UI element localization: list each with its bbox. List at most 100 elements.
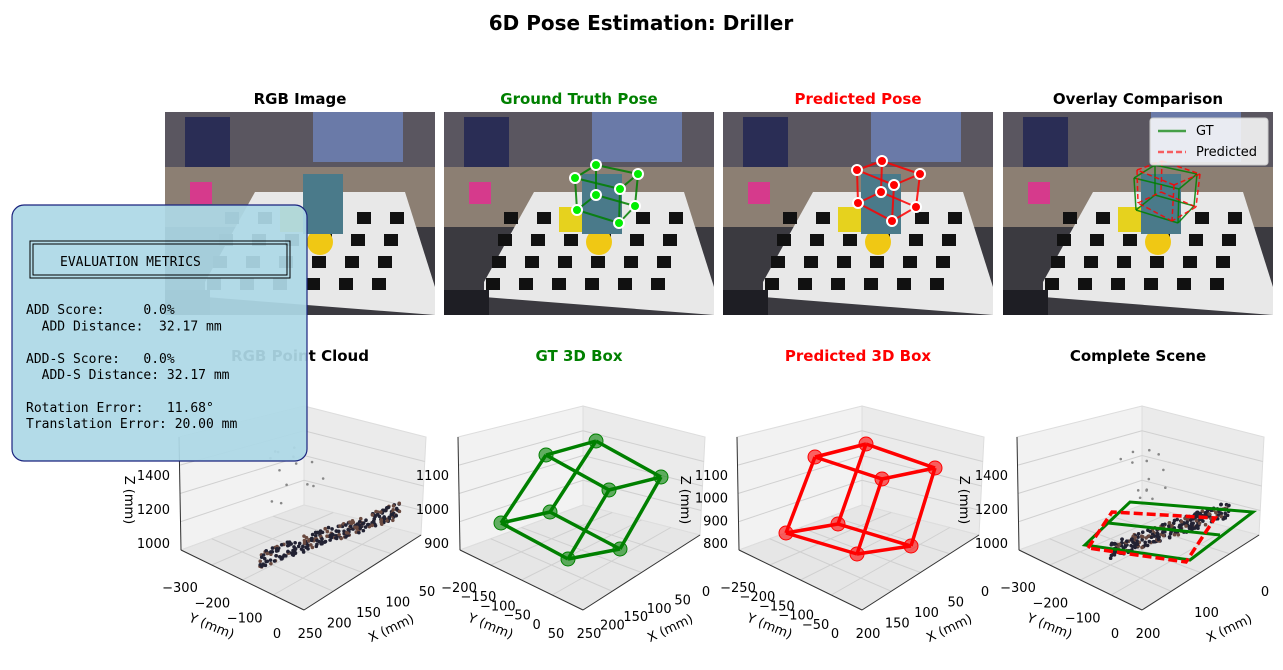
cloud-point (1133, 545, 1137, 550)
marker (1117, 256, 1131, 268)
x-tick-label: 250 (298, 627, 323, 642)
cloud-point (1161, 533, 1166, 538)
marker (537, 212, 551, 224)
y-tick-label: −150 (461, 590, 497, 605)
overlay-pred-edge (1136, 169, 1175, 186)
cloud-point (1110, 541, 1114, 546)
marker (636, 212, 650, 224)
cloud-point (270, 546, 275, 550)
y-tick-label: −200 (441, 581, 477, 596)
gt-3d-edge (500, 510, 551, 525)
marker (519, 278, 533, 290)
pred-3d-vertex (858, 436, 874, 452)
x-tick-label: 0 (1261, 585, 1269, 600)
cloud-point (1175, 517, 1179, 522)
cloud-point (286, 549, 290, 554)
cloud-point (382, 516, 387, 521)
cloud-point (274, 553, 278, 558)
grid-line (1141, 479, 1261, 511)
pred-3d-edge (856, 544, 912, 556)
cloud-point (1140, 530, 1145, 535)
marker (1150, 256, 1164, 268)
axis-line (861, 534, 980, 611)
cloud-point (264, 549, 269, 553)
dark-bottom (1003, 290, 1048, 315)
overlay-gt-edge (1133, 164, 1156, 179)
cloud-point (259, 564, 264, 568)
pred-3d-edge (865, 442, 936, 470)
pred-3d-vertex (830, 516, 846, 532)
x-tick-label: 200 (1136, 627, 1161, 642)
cloud-point (1164, 486, 1167, 490)
cloud-point (299, 547, 304, 551)
gt-keypoint (614, 183, 626, 195)
cloud-point (375, 510, 380, 514)
overlay-gt-edge (1193, 173, 1198, 207)
cloud-point (279, 501, 283, 505)
overlay-pred-edge (1160, 160, 1163, 193)
marker (837, 256, 851, 268)
gt-keypoint (590, 159, 602, 171)
panel-title: Predicted Pose (794, 90, 921, 108)
marker (771, 256, 785, 268)
cloud-point (358, 523, 362, 528)
plot-title: GT 3D Box (535, 347, 622, 365)
pred-box-edge (857, 202, 893, 222)
cloud-point (328, 533, 333, 538)
pred-box-edge (891, 184, 895, 222)
cloud-point (264, 559, 269, 564)
cloud-point (377, 514, 382, 519)
marker (1084, 256, 1098, 268)
cloud-point (323, 526, 328, 531)
cloud-point (1185, 520, 1189, 524)
marker (1177, 278, 1191, 290)
pred-3d-edge (836, 443, 868, 525)
duck (307, 229, 333, 255)
grid-line (582, 430, 704, 462)
y-tick-label: −100 (480, 599, 516, 614)
overlay-pred-edge (1137, 202, 1173, 222)
grid-line (1017, 430, 1143, 466)
y-tick-label: 0 (831, 627, 839, 642)
panel-title: Ground Truth Pose (500, 90, 657, 108)
z-tick-label: 900 (424, 537, 449, 552)
cloud-point (297, 541, 302, 546)
gt-keypoint (632, 168, 644, 180)
cloud-point (370, 513, 375, 517)
cloud-point (1148, 529, 1152, 534)
cloud-point (1147, 539, 1152, 544)
cloud-point (339, 536, 343, 541)
legend-label: Predicted (1196, 145, 1257, 160)
cloud-point (1167, 524, 1171, 529)
marker (624, 256, 638, 268)
marker (798, 278, 812, 290)
cloud-point (386, 505, 391, 510)
cloud-point (326, 525, 331, 530)
cloud-point (306, 483, 309, 486)
cloud-point (1136, 535, 1140, 539)
marker (810, 234, 824, 246)
cloud-point (1167, 535, 1172, 539)
cloud-point (344, 523, 348, 527)
pred-keypoint (876, 155, 888, 167)
marker (1096, 212, 1110, 224)
pred-3d-vertex (807, 449, 823, 465)
gt-3d-edge (595, 439, 662, 479)
gt-3d-vertex (588, 433, 604, 449)
cloud-point (314, 544, 319, 549)
cloud-point (1141, 534, 1145, 539)
y-tick-label: −150 (759, 599, 795, 614)
cloud-point (344, 530, 349, 535)
marker (345, 256, 359, 268)
marker (1123, 234, 1137, 246)
cloud-point (1145, 459, 1149, 463)
cloud-point (315, 530, 320, 535)
cloud-point (363, 525, 368, 529)
grid-line (738, 479, 863, 523)
gt-box-edge (574, 177, 621, 190)
pred-3d-edge (785, 531, 858, 556)
z-axis-label: Z (mm) (121, 476, 136, 525)
metrics-box (11, 204, 308, 462)
marker (663, 234, 677, 246)
cloud-point (1147, 477, 1151, 481)
